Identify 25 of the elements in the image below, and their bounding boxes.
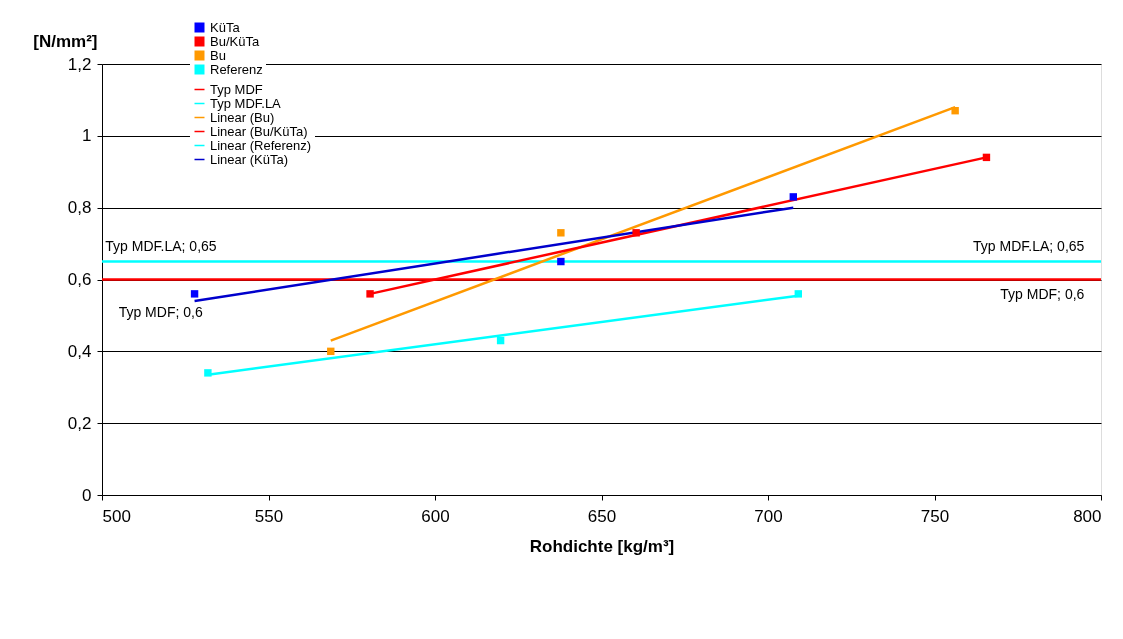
legend-label: Referenz	[210, 61, 263, 77]
y-tick-label: 1	[82, 126, 92, 146]
y-tick-label: 0,4	[67, 341, 92, 361]
annotation: Typ MDF; 0,6	[118, 303, 203, 320]
y-tick-label: 0,8	[67, 198, 92, 218]
x-tick-label: 800	[1073, 506, 1102, 526]
y-tick-label: 0,6	[67, 270, 92, 289]
x-tick-label: 750	[920, 506, 950, 526]
legend-label: KüTa	[210, 19, 241, 35]
x-tick-label: 550	[254, 506, 284, 526]
legend-label: Typ MDF	[210, 81, 263, 97]
x-tick-label: 500	[102, 506, 131, 526]
annotation: Typ MDF; 0,6	[1000, 285, 1085, 302]
x-tick-label: 600	[421, 506, 450, 526]
legend-label: Bu	[210, 47, 226, 63]
x-axis-title: Rohdichte [kg/m³]	[529, 536, 675, 556]
x-tick-label: 650	[587, 506, 617, 526]
annotation: Typ MDF.LA; 0,65	[105, 237, 217, 254]
annotation: Typ MDF.LA; 0,65	[973, 237, 1085, 254]
y-tick-label: 0	[82, 485, 92, 505]
y-axis-title: [N/mm²]	[33, 31, 98, 51]
y-tick-label: 0,2	[67, 413, 92, 433]
legend-label: Bu/KüTa	[210, 33, 260, 49]
y-tick-label: 1,2	[67, 54, 92, 74]
x-tick-label: 700	[754, 506, 783, 526]
